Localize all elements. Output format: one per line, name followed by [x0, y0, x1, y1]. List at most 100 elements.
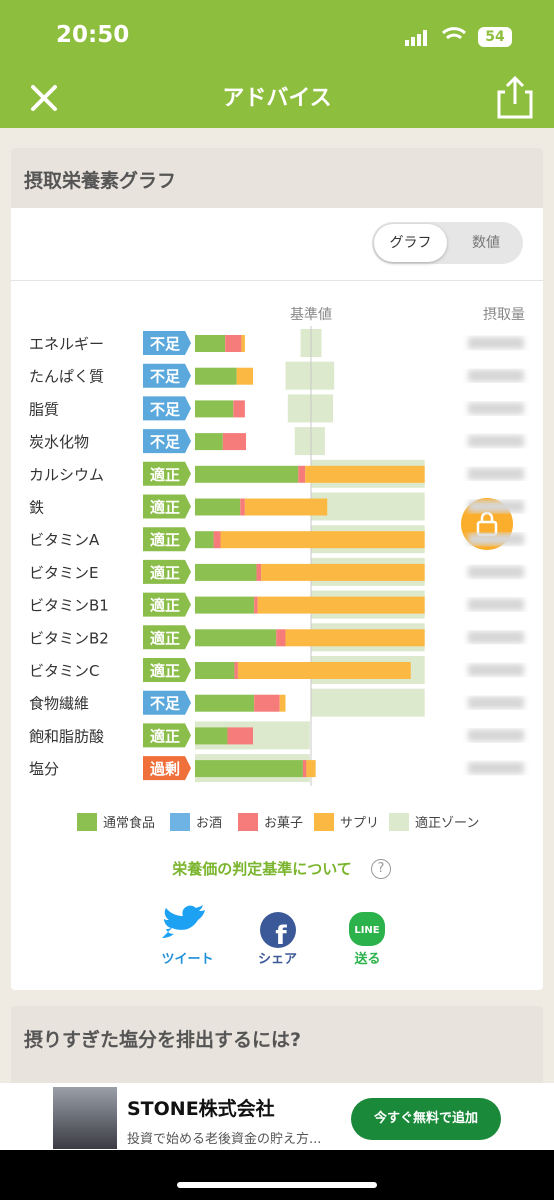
- category-label: エネルギー: [29, 335, 104, 353]
- bar-segment: [302, 760, 307, 778]
- bar-segment: [195, 596, 255, 614]
- status-label: 適正: [150, 531, 180, 549]
- next-card-title: 摂りすぎた塩分を排出するには?: [24, 1029, 302, 1051]
- bar-segment: [195, 694, 255, 712]
- bar-segment: [195, 498, 241, 516]
- category-label: ビタミンC: [29, 662, 99, 680]
- bar-segment: [241, 335, 245, 352]
- blurred-value: [468, 467, 524, 480]
- ad-image: [53, 1087, 117, 1149]
- bar-segment: [195, 531, 214, 549]
- ad-text: 投資で始める老後資金の貯え方...: [127, 1132, 322, 1147]
- blurred-value: [468, 500, 524, 513]
- zone: [285, 361, 335, 390]
- lock-shackle: [480, 511, 494, 522]
- share-icon[interactable]: [497, 75, 533, 119]
- bar-segment: [220, 531, 425, 549]
- reference-label: 基準値: [290, 306, 332, 323]
- bar-segment: [195, 465, 299, 483]
- bar-segment: [261, 563, 425, 581]
- category-label: 塩分: [29, 760, 59, 778]
- category-label: ビタミンB2: [29, 629, 109, 647]
- status-tag: [143, 625, 191, 650]
- category-label: カルシウム: [29, 466, 104, 484]
- bar-segment: [276, 629, 286, 647]
- status-label: 不足: [150, 400, 181, 418]
- legend-swatch: [170, 813, 190, 831]
- status-tag: [143, 527, 191, 552]
- status-label: 適正: [150, 629, 180, 647]
- status-tag: [143, 658, 191, 682]
- legend-label: お菓子: [264, 816, 303, 831]
- ad-title: STONE株式会社: [127, 1098, 275, 1120]
- category-label: ビタミンE: [29, 564, 98, 582]
- bar-segment: [237, 662, 411, 679]
- legend-label: 適正ゾーン: [415, 815, 479, 831]
- zone: [311, 688, 425, 717]
- bar-segment: [195, 760, 303, 778]
- bar-segment: [244, 498, 328, 516]
- twitter-icon[interactable]: [162, 905, 205, 938]
- status-label: 適正: [150, 727, 180, 745]
- ad-button[interactable]: 今すぐ無料で追加: [351, 1098, 501, 1140]
- nav-title: アドバイス: [222, 86, 332, 111]
- status-label: 適正: [150, 597, 180, 615]
- status-label: 不足: [150, 433, 181, 451]
- category-label: 鉄: [29, 499, 44, 517]
- zone: [311, 492, 425, 521]
- criteria-link[interactable]: 栄養価の判定基準について: [172, 860, 352, 878]
- legend-swatch: [314, 813, 334, 831]
- line-icon[interactable]: [349, 912, 385, 946]
- bar-segment: [195, 367, 237, 385]
- bar-segment: [305, 465, 425, 483]
- bar-segment: [227, 727, 253, 745]
- category-label: 食物繊維: [29, 695, 89, 713]
- share-line[interactable]: 送る: [354, 952, 381, 967]
- status-tag: [143, 690, 191, 715]
- value-header: 摂取量: [483, 307, 525, 323]
- toggle-graph[interactable]: グラフ: [374, 224, 447, 262]
- legend-swatch: [77, 813, 97, 831]
- share-facebook[interactable]: シェア: [257, 952, 297, 967]
- category-label: 炭水化物: [29, 433, 89, 451]
- status-tag: [143, 756, 191, 781]
- battery: 54: [478, 27, 512, 47]
- divider: [11, 280, 543, 281]
- bar-segment: [256, 563, 262, 581]
- status-tag: [143, 592, 191, 617]
- blurred-value: [468, 565, 524, 578]
- zone: [287, 394, 334, 423]
- bar-segment: [195, 662, 235, 679]
- line-glyph: LINE: [354, 925, 379, 936]
- blurred-value: [468, 729, 524, 742]
- category-label: ビタミンA: [29, 531, 100, 549]
- legend-swatch: [389, 813, 409, 831]
- status-tag: [143, 363, 191, 388]
- bar-segment: [195, 433, 223, 451]
- status-label: 不足: [150, 368, 181, 386]
- status-tag: [143, 723, 191, 748]
- legend-label: 通常食品: [103, 815, 155, 831]
- help-icon[interactable]: ?: [371, 859, 391, 879]
- status-tag: [143, 396, 191, 421]
- bar-segment: [195, 727, 228, 745]
- blurred-value: [468, 533, 524, 546]
- status-tag: [143, 461, 191, 486]
- bar-segment: [213, 531, 221, 549]
- share-twitter[interactable]: ツイート: [161, 952, 214, 967]
- signal-icon: [405, 30, 427, 46]
- bar-segment: [298, 465, 306, 483]
- bar-segment: [234, 662, 238, 679]
- legend-swatch: [238, 813, 258, 831]
- next-card: [11, 1006, 543, 1086]
- facebook-icon[interactable]: [260, 912, 296, 948]
- status-label: 適正: [150, 564, 180, 582]
- status-tag: [143, 494, 191, 519]
- close-icon[interactable]: [31, 85, 57, 111]
- card-title: 摂取栄養素グラフ: [24, 170, 177, 192]
- toggle-number[interactable]: 数値: [472, 235, 500, 251]
- blurred-value: [468, 631, 524, 644]
- wifi-icon: [441, 27, 467, 40]
- blurred-value: [468, 762, 524, 775]
